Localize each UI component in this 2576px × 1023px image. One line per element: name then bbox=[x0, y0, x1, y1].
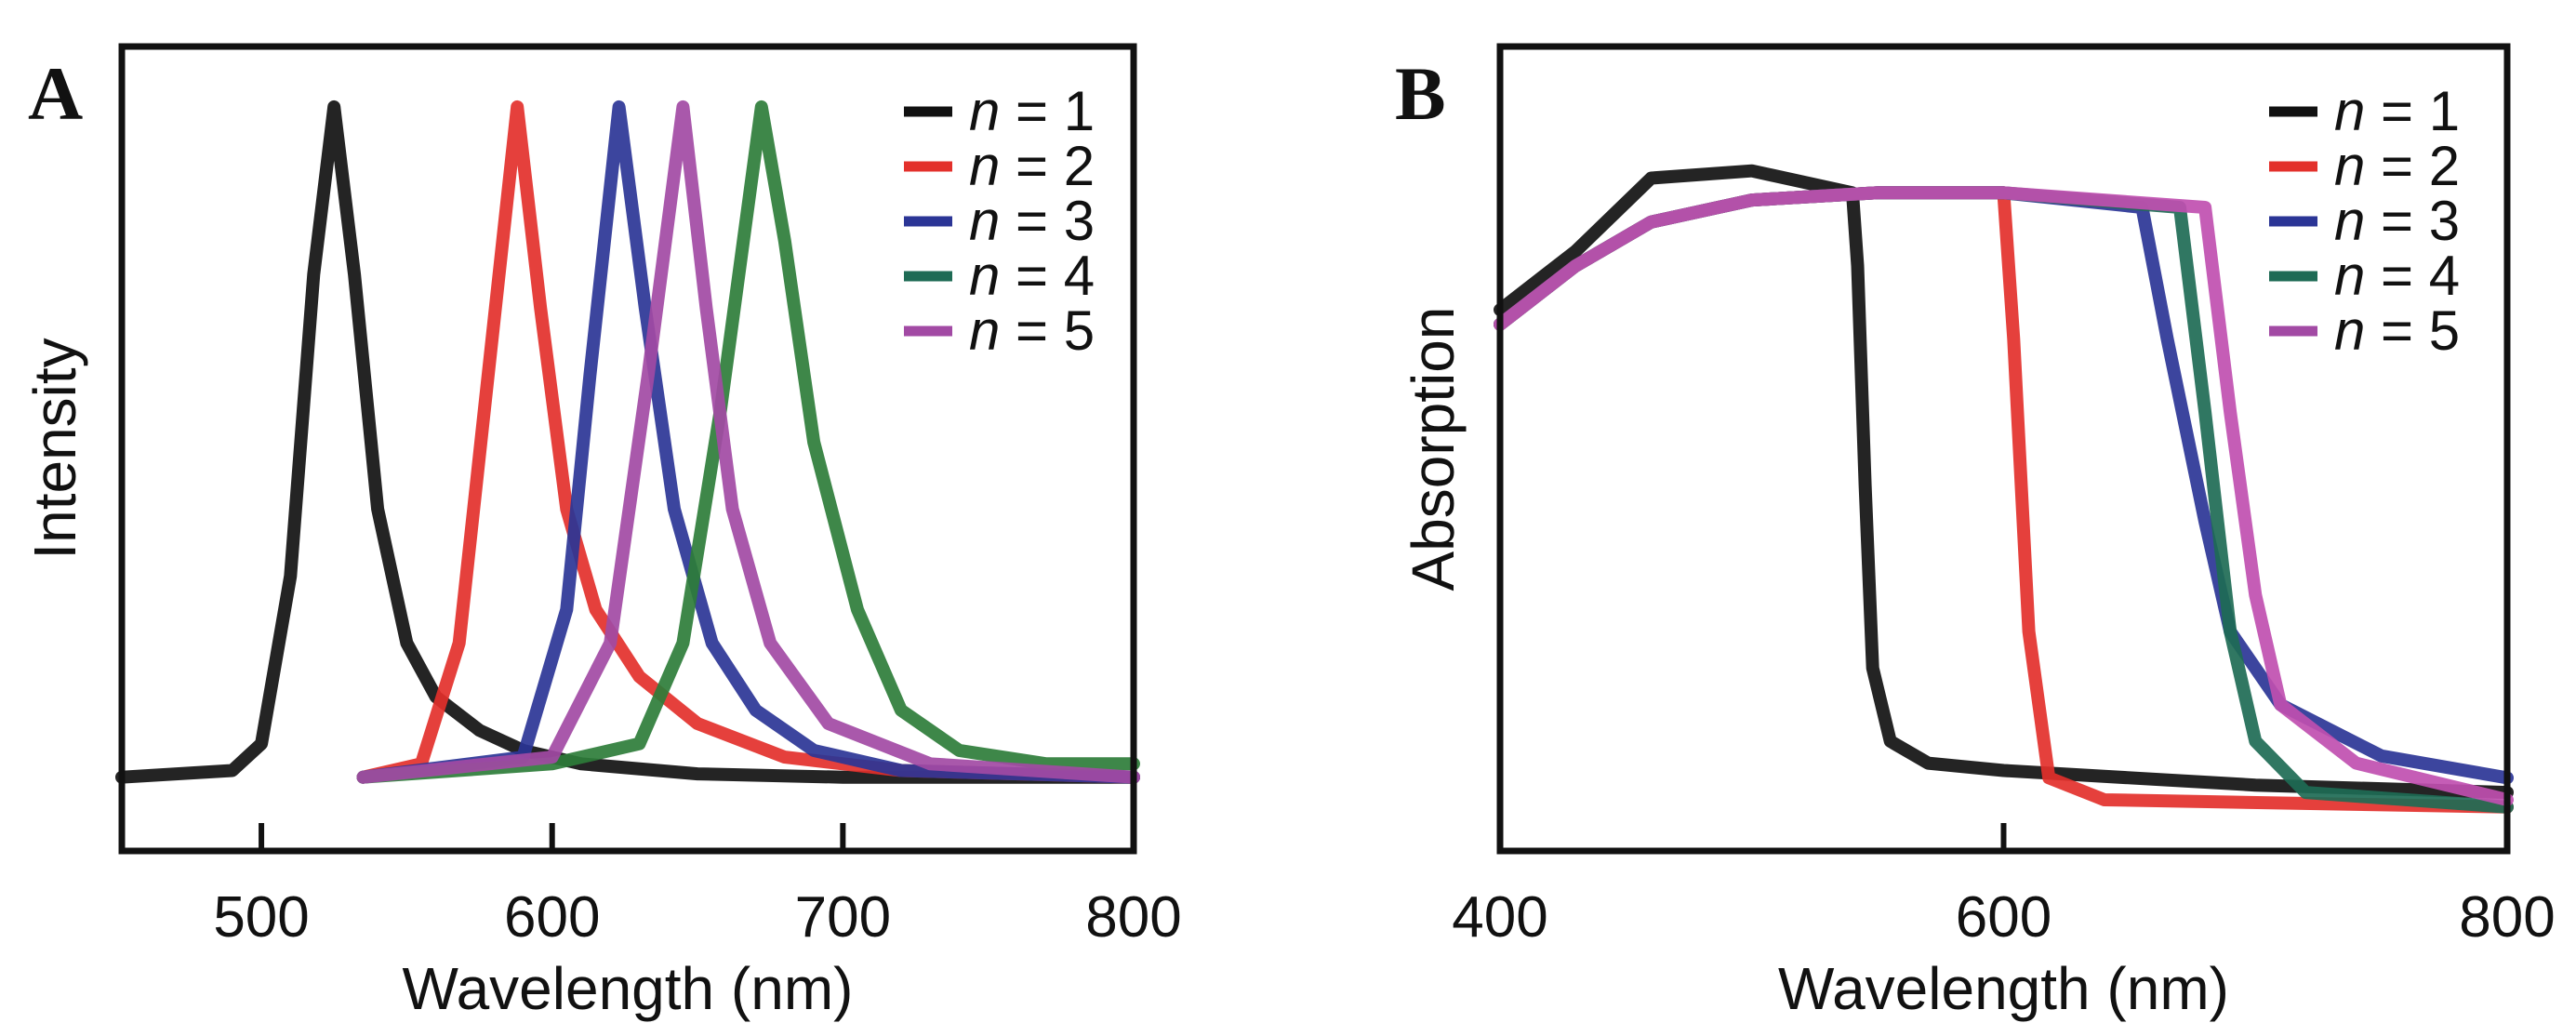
series-line-n1 bbox=[115, 100, 1140, 784]
series-line-n5 bbox=[356, 100, 1140, 784]
legend-label-n1: n = 1 bbox=[969, 80, 1095, 142]
y-axis-title: Intensity bbox=[21, 338, 88, 559]
x-axis-title: Wavelength (nm) bbox=[403, 955, 854, 1022]
x-tick-label: 600 bbox=[504, 885, 600, 950]
plot-frame bbox=[118, 43, 1137, 855]
legend-label-n2: n = 2 bbox=[2334, 135, 2460, 197]
x-tick-label: 500 bbox=[213, 885, 309, 950]
x-axis-title: Wavelength (nm) bbox=[1778, 955, 2229, 1022]
x-tick-label: 700 bbox=[795, 885, 891, 950]
y-axis-title: Absorption bbox=[1400, 307, 1467, 591]
series-line-n1 bbox=[1494, 164, 2514, 800]
legend-label-n1: n = 1 bbox=[2334, 80, 2460, 142]
legend-label-n4: n = 4 bbox=[2334, 245, 2460, 307]
legend-label-n2: n = 2 bbox=[969, 135, 1095, 197]
x-tick-label: 800 bbox=[2459, 885, 2555, 950]
legend-label-n3: n = 3 bbox=[969, 190, 1095, 252]
legend-label-n5: n = 5 bbox=[969, 299, 1095, 362]
legend-label-n3: n = 3 bbox=[2334, 190, 2460, 252]
legend-label-n4: n = 4 bbox=[969, 245, 1095, 307]
x-tick-label: 400 bbox=[1452, 885, 1547, 950]
panel-label-a: A bbox=[28, 51, 83, 136]
series-line-n4 bbox=[356, 100, 1140, 784]
x-tick-label: 800 bbox=[1085, 885, 1181, 950]
series-line-n5 bbox=[1494, 186, 2514, 806]
series-line-n2 bbox=[356, 100, 1140, 784]
chart-a-emission: 500 600 700 800 Wavelength (nm) Intensity n = … bbox=[21, 43, 1182, 1022]
series-line-n3 bbox=[356, 100, 1140, 784]
panel-label-b: B bbox=[1395, 51, 1446, 136]
legend-label-n5: n = 5 bbox=[2334, 299, 2460, 362]
x-tick-label: 600 bbox=[1956, 885, 2052, 950]
